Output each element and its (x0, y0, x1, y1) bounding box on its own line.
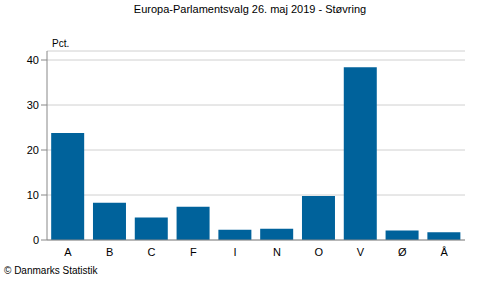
svg-text:I: I (234, 246, 237, 258)
svg-text:Å: Å (440, 246, 448, 258)
svg-text:Ø: Ø (398, 246, 407, 258)
svg-text:B: B (106, 246, 113, 258)
svg-text:A: A (64, 246, 72, 258)
svg-text:N: N (273, 246, 281, 258)
svg-text:O: O (314, 246, 323, 258)
svg-text:V: V (357, 246, 365, 258)
svg-text:20: 20 (27, 144, 39, 156)
html-text:Europa-Parlamentsvalg 26. maj: Europa-Parlamentsvalg 26. maj 2019 - Stø… (133, 3, 367, 15)
svg-text:0: 0 (33, 234, 39, 246)
svg-text:C: C (148, 246, 156, 258)
html-text:Pct.: Pct. (52, 38, 70, 49)
svg-text:40: 40 (27, 54, 39, 66)
svg-text:10: 10 (27, 189, 39, 201)
html-text:© Danmarks Statistik: © Danmarks Statistik (4, 265, 98, 276)
svg-text:F: F (190, 246, 197, 258)
svg-text:30: 30 (27, 99, 39, 111)
